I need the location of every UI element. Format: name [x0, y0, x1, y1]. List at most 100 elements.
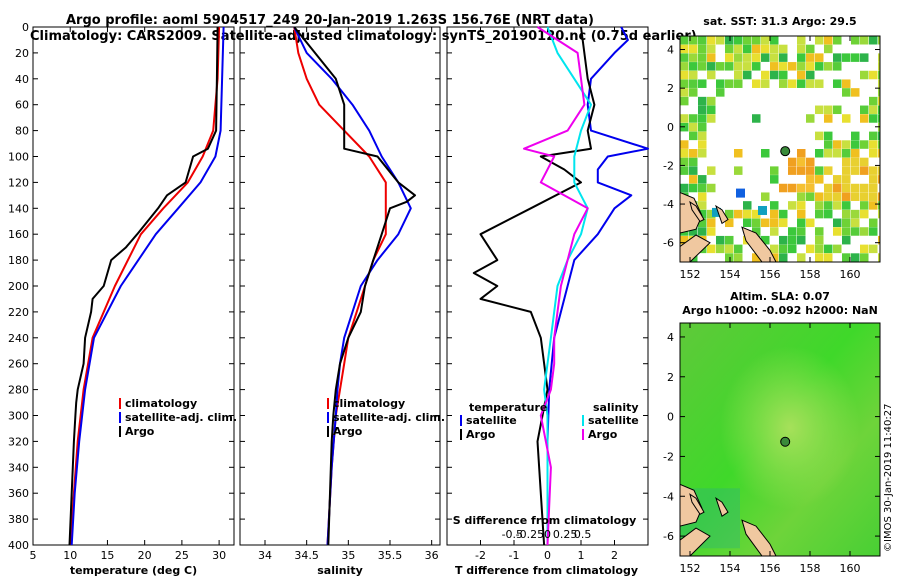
depth-tick-label: 180 — [8, 254, 29, 267]
sst-cell — [824, 44, 833, 54]
sst-cell — [869, 175, 878, 184]
sst-cell — [752, 218, 761, 228]
legend-label: satellite-adj. clim. — [125, 411, 237, 424]
sst-cell — [797, 192, 806, 201]
sst-cell — [842, 192, 851, 201]
sst-cell — [752, 53, 761, 62]
sst-cell — [878, 62, 880, 71]
sst-cell — [788, 201, 797, 210]
sst-cell — [797, 201, 806, 210]
legend-label: Argo — [588, 428, 618, 441]
depth-tick-label: 400 — [8, 539, 29, 552]
sst-cell — [851, 53, 860, 62]
sst-cell — [698, 140, 707, 149]
sst-cell — [770, 201, 779, 210]
s-diff-tick-label: 0.25 — [553, 528, 578, 541]
sst-cell — [752, 44, 761, 54]
sst-cell — [689, 131, 698, 141]
depth-tick-label: 20 — [15, 47, 29, 60]
sst-cell — [734, 36, 743, 45]
depth-tick-label: 280 — [8, 384, 29, 397]
map-x-tick-label: 154 — [720, 268, 741, 281]
sst-cell — [770, 175, 779, 184]
panel-frame — [239, 26, 441, 546]
sst-cell — [842, 149, 851, 158]
sst-cell — [833, 201, 842, 210]
sst-cell — [689, 79, 698, 88]
land-mass — [741, 519, 777, 556]
sst-cell — [689, 36, 698, 45]
sst-cell — [779, 183, 788, 193]
sst-cell — [698, 96, 707, 106]
sst-cell — [680, 70, 689, 80]
sst-cell — [779, 70, 788, 80]
sst-cell — [770, 218, 779, 228]
map-frame — [679, 35, 881, 263]
depth-tick-label: 240 — [8, 332, 29, 345]
sst-cell — [806, 183, 815, 193]
sst-cell — [833, 227, 842, 236]
sst-cell — [842, 53, 851, 62]
sst-cell — [725, 253, 734, 262]
sst-cell — [707, 218, 716, 228]
sst-cell — [743, 201, 752, 210]
sst-cell — [842, 140, 851, 149]
sst-cell — [797, 44, 806, 54]
sst-cell — [788, 227, 797, 236]
legend-label: satellite — [588, 414, 639, 427]
sst-cell — [788, 79, 797, 88]
sst-cell — [716, 235, 725, 245]
sst-cell — [680, 36, 689, 45]
map-y-tick-label: -2 — [663, 159, 674, 172]
sst-cell — [806, 79, 815, 88]
sst-cell — [779, 244, 788, 254]
sst-cell — [698, 62, 707, 71]
sst-cell — [842, 157, 851, 167]
sst-cell — [860, 253, 869, 262]
sst-cell — [869, 227, 878, 236]
sst-cell — [842, 209, 851, 219]
sst-cell — [680, 149, 689, 158]
sst-cell — [716, 79, 725, 88]
sst-cell — [698, 79, 707, 88]
sst-cell — [815, 149, 824, 158]
sst-cell — [860, 36, 869, 45]
sst-cell — [725, 62, 734, 71]
sst-cell — [860, 157, 869, 167]
sst-cell — [707, 70, 716, 80]
sst-cell — [815, 53, 824, 62]
sst-cell — [770, 244, 779, 254]
land-mass — [689, 493, 705, 515]
panel-difference: -2 -1 0 1 2 T difference from climatology temp… — [446, 26, 649, 577]
map-content — [680, 323, 880, 556]
sst-cell — [860, 201, 869, 210]
sst-cell — [824, 140, 833, 149]
sst-cell — [725, 44, 734, 54]
sst-cell — [842, 253, 851, 262]
sst-cell-cold — [712, 207, 721, 217]
sst-cell — [797, 62, 806, 71]
x-tick-label: 2 — [611, 549, 618, 562]
sst-cell — [707, 244, 716, 254]
sst-cell — [797, 218, 806, 228]
sst-cell — [878, 149, 880, 158]
sst-cell — [806, 114, 815, 123]
sst-cell — [797, 227, 806, 236]
x-axis-label: salinity — [317, 564, 363, 577]
legend-title-temperature: temperature — [469, 401, 547, 414]
sst-cell — [842, 183, 851, 193]
land-mass — [715, 204, 729, 225]
map-y-tick-label: 0 — [667, 121, 674, 134]
sst-cell — [824, 131, 833, 141]
sst-cell — [869, 131, 878, 141]
sst-cell — [815, 36, 824, 45]
sst-cell — [815, 235, 824, 245]
map-y-tick-label: 4 — [667, 44, 674, 57]
sst-cell — [698, 114, 707, 123]
series-line-t-satellite — [546, 26, 649, 545]
map-y-tick-label: 2 — [667, 82, 674, 95]
sst-cell — [815, 79, 824, 88]
sst-cell — [716, 244, 725, 254]
sst-cell — [725, 53, 734, 62]
sst-cell — [698, 218, 707, 228]
